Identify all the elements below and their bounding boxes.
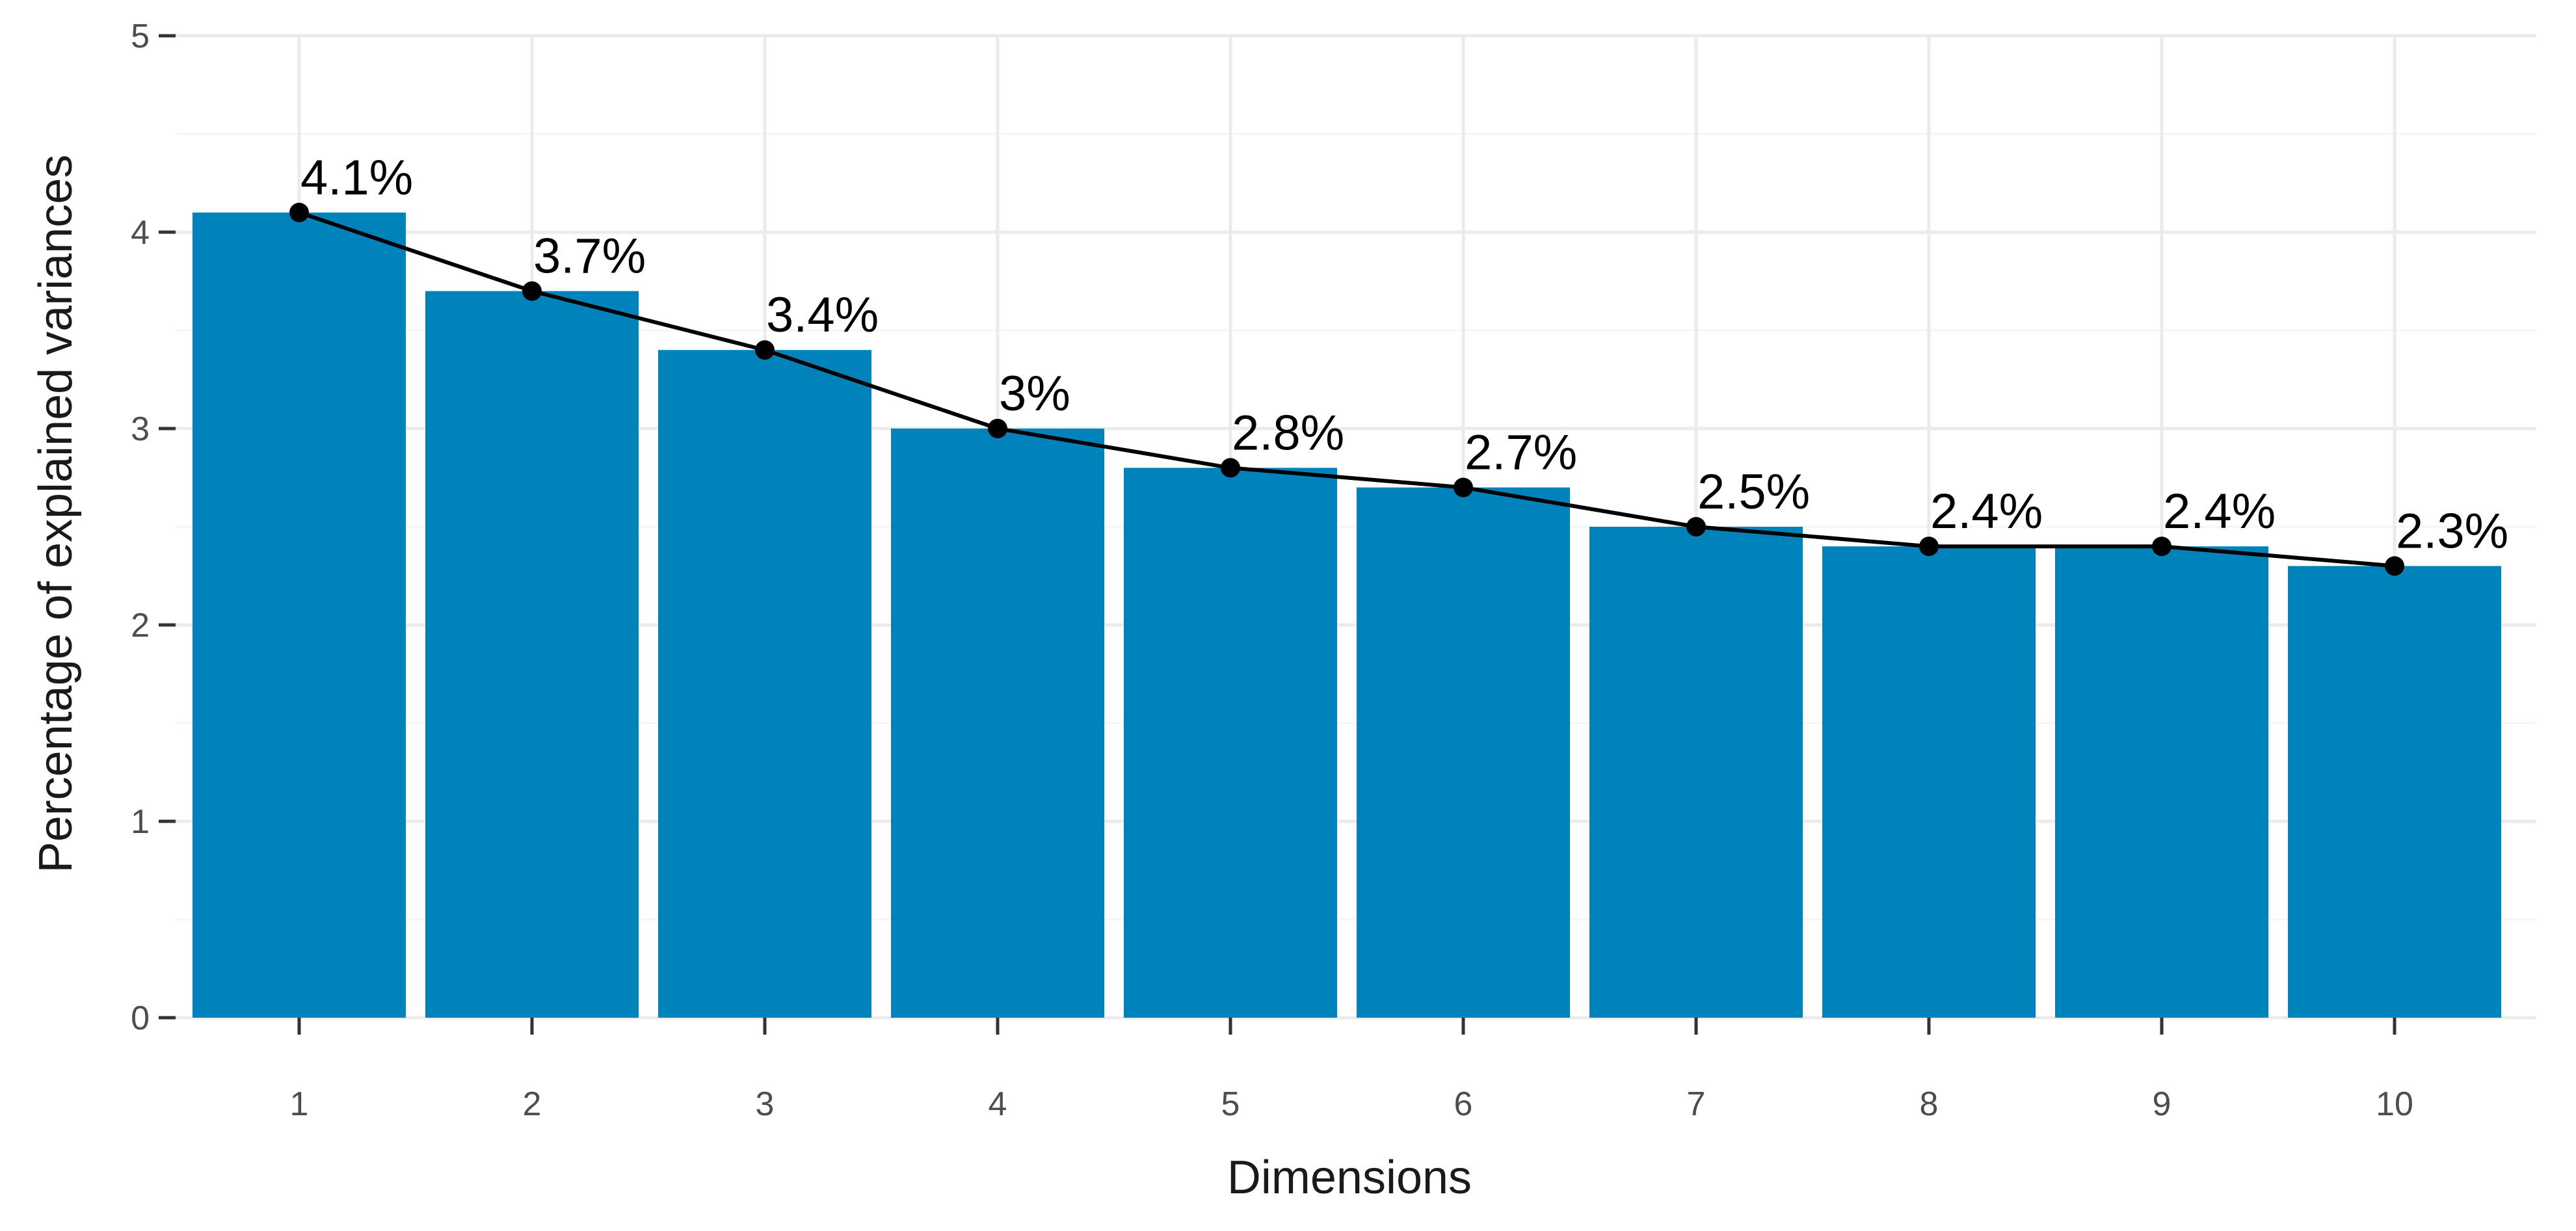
bar-dim-8	[1822, 546, 2036, 1018]
trend-point-7	[1686, 517, 1706, 536]
trend-point-9	[2152, 536, 2171, 557]
trend-line	[289, 202, 2404, 576]
x-tick-label: 3	[756, 1085, 775, 1123]
data-label-9: 2.4%	[2163, 484, 2276, 539]
y-tick-label: 0	[131, 999, 150, 1037]
x-tick-label: 9	[2153, 1085, 2171, 1123]
y-tick-label: 3	[131, 410, 150, 448]
bar-dim-10	[2288, 566, 2501, 1018]
trend-point-1	[289, 202, 309, 222]
axes: 0 1 2 3 4 5 1 2 3 4 5 6 7 8 9 10	[131, 18, 2413, 1123]
data-label-6: 2.7%	[1465, 425, 1577, 481]
data-label-1: 4.1%	[300, 150, 413, 205]
x-tick-label: 10	[2376, 1085, 2413, 1123]
data-label-8: 2.4%	[1930, 484, 2043, 539]
trend-point-5	[1221, 458, 1240, 478]
trend-polyline	[299, 210, 2395, 568]
bar-dim-4	[891, 429, 1104, 1018]
x-tick-label: 4	[989, 1085, 1007, 1123]
trend-point-8	[1919, 536, 1939, 557]
bar-dim-7	[1589, 527, 1803, 1018]
bar-dim-2	[425, 291, 639, 1018]
x-tick-label: 2	[523, 1085, 542, 1123]
data-label-4: 3%	[999, 366, 1070, 421]
trend-point-4	[988, 419, 1007, 438]
x-tick-label: 5	[1221, 1085, 1240, 1123]
x-axis-title: Dimensions	[1227, 1152, 1472, 1204]
x-tick-label: 7	[1687, 1085, 1706, 1123]
trend-point-6	[1454, 477, 1473, 497]
y-tick-label: 1	[131, 803, 150, 841]
bar-dim-3	[658, 350, 871, 1018]
y-tick-label: 4	[131, 214, 150, 252]
y-tick-label: 2	[131, 607, 150, 644]
x-tick-label: 8	[1920, 1085, 1939, 1123]
bars	[193, 212, 2501, 1018]
data-label-3: 3.4%	[766, 287, 879, 343]
y-axis-title: Percentage of explained variances	[30, 155, 82, 873]
y-tick-label: 5	[131, 18, 150, 55]
bar-dim-6	[1357, 487, 1570, 1018]
trend-point-10	[2385, 556, 2404, 576]
bar-dim-9	[2055, 546, 2268, 1018]
trend-point-2	[522, 281, 542, 301]
bar-dim-5	[1124, 468, 1337, 1018]
trend-point-3	[755, 340, 775, 360]
data-labels: 4.1% 3.7% 3.4% 3% 2.8% 2.7% 2.5% 2.4% 2.4% 2.3%	[300, 150, 2508, 559]
x-tick-label: 6	[1454, 1085, 1473, 1123]
data-label-5: 2.8%	[1232, 405, 1344, 460]
bar-dim-1	[193, 212, 406, 1018]
data-label-2: 3.7%	[533, 229, 646, 284]
data-label-10: 2.3%	[2396, 503, 2508, 559]
data-label-7: 2.5%	[1697, 464, 1810, 520]
x-tick-label: 1	[290, 1085, 309, 1123]
